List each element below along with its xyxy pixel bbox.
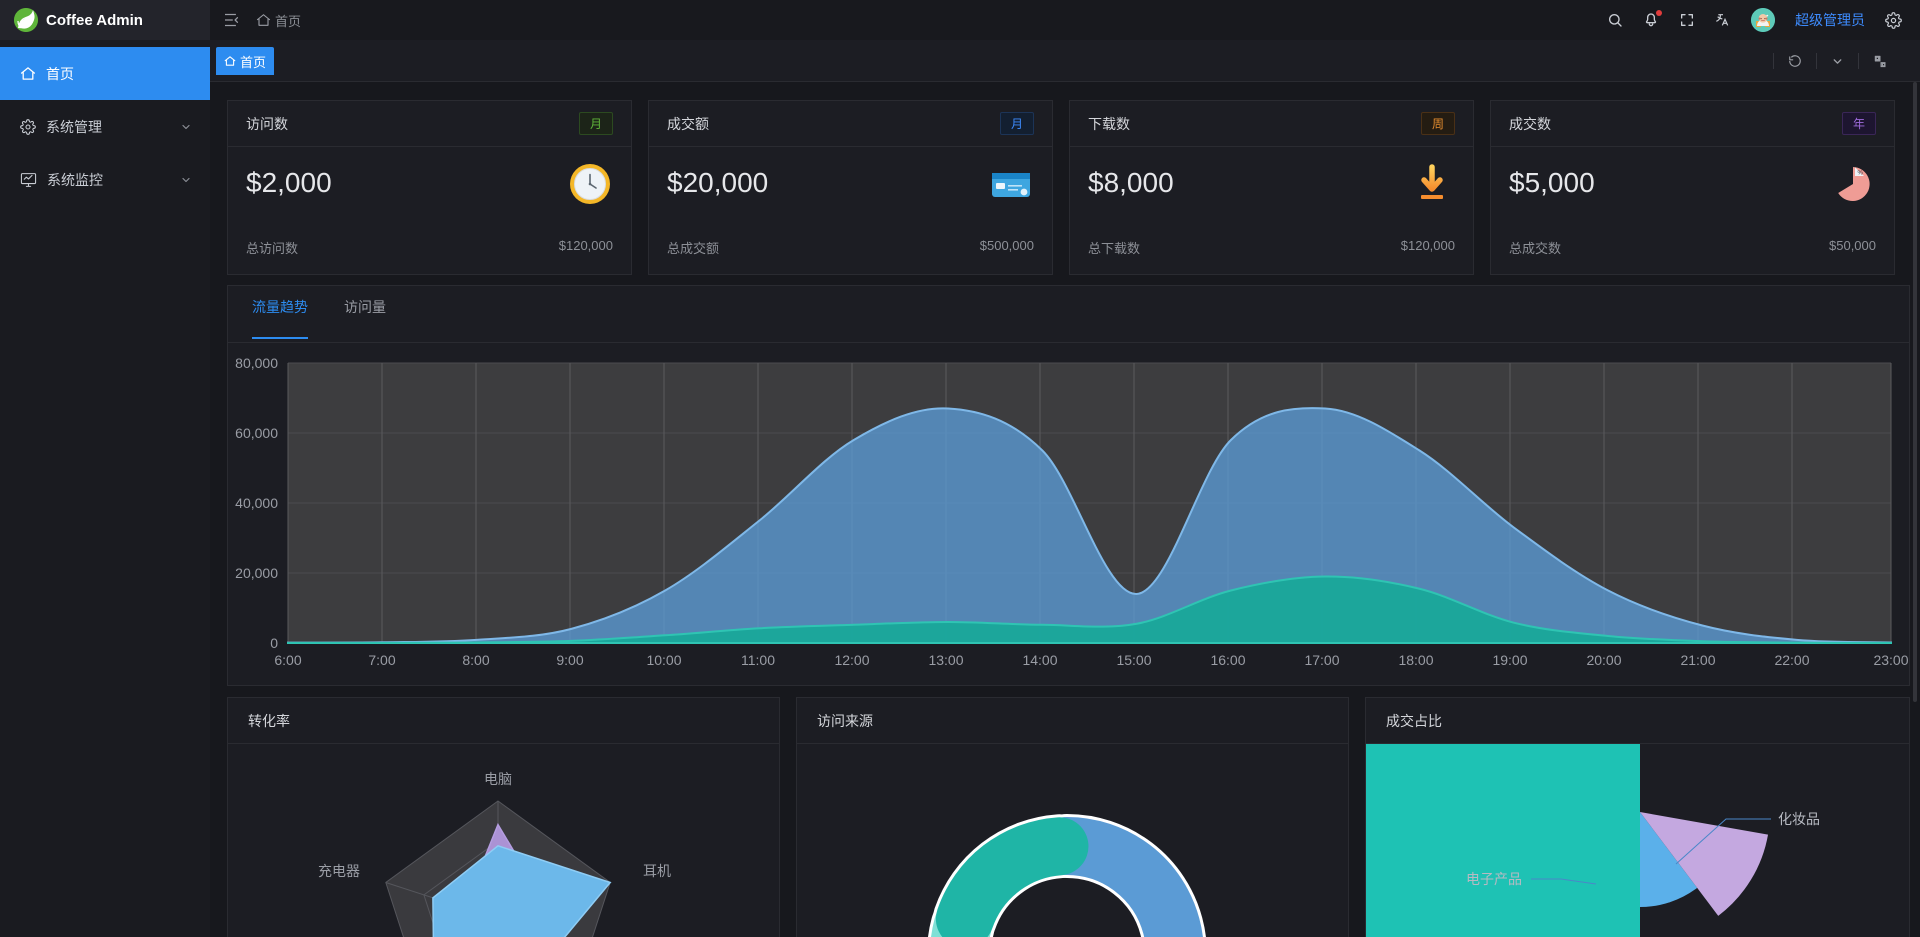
svg-text:化妆品: 化妆品 xyxy=(1778,811,1820,827)
svg-text:15:00: 15:00 xyxy=(1116,652,1151,668)
svg-text:电脑: 电脑 xyxy=(484,771,512,787)
svg-text:12:00: 12:00 xyxy=(834,652,869,668)
svg-text:21:00: 21:00 xyxy=(1680,652,1715,668)
svg-text:11:00: 11:00 xyxy=(741,652,775,668)
svg-text:20,000: 20,000 xyxy=(235,565,278,581)
svg-text:80,000: 80,000 xyxy=(235,355,278,371)
svg-text:7:00: 7:00 xyxy=(368,652,395,668)
svg-text:%: % xyxy=(1858,171,1864,177)
svg-text:22:00: 22:00 xyxy=(1774,652,1809,668)
svg-text:9:00: 9:00 xyxy=(556,652,583,668)
svg-text:16:00: 16:00 xyxy=(1210,652,1245,668)
svg-text:23:00: 23:00 xyxy=(1873,652,1908,668)
svg-text:10:00: 10:00 xyxy=(646,652,681,668)
svg-text:充电器: 充电器 xyxy=(318,863,360,879)
svg-text:20:00: 20:00 xyxy=(1586,652,1621,668)
svg-text:6:00: 6:00 xyxy=(274,652,301,668)
svg-text:8:00: 8:00 xyxy=(462,652,489,668)
svg-text:电子产品: 电子产品 xyxy=(1466,871,1522,887)
svg-text:耳机: 耳机 xyxy=(643,863,671,879)
svg-text:60,000: 60,000 xyxy=(235,425,278,441)
svg-text:13:00: 13:00 xyxy=(928,652,963,668)
svg-text:14:00: 14:00 xyxy=(1022,652,1057,668)
svg-text:40,000: 40,000 xyxy=(235,495,278,511)
svg-text:19:00: 19:00 xyxy=(1492,652,1527,668)
svg-text:17:00: 17:00 xyxy=(1304,652,1339,668)
svg-text:18:00: 18:00 xyxy=(1398,652,1433,668)
svg-text:0: 0 xyxy=(270,635,278,651)
